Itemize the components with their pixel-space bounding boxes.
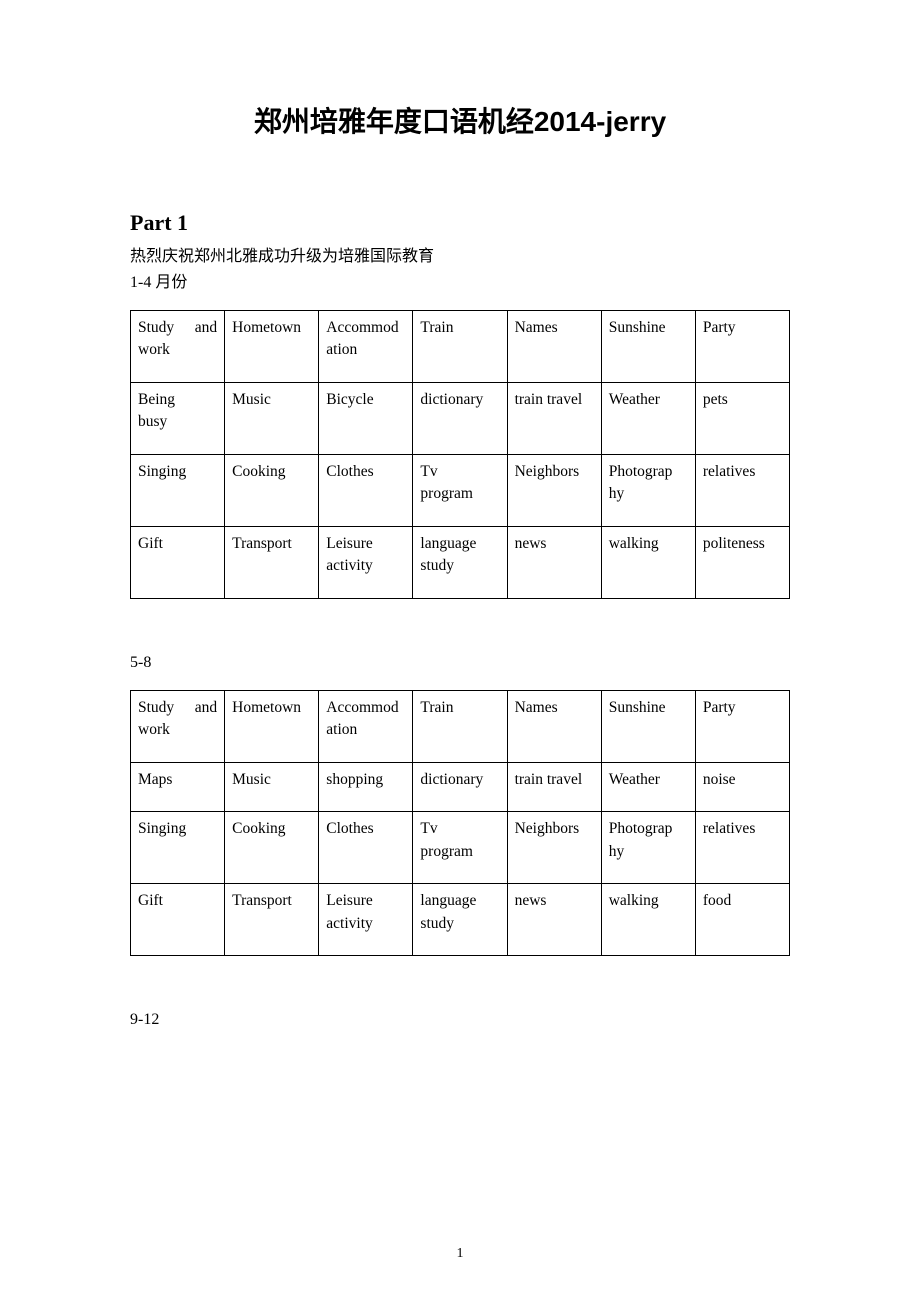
table-cell: train travel [507,382,601,454]
table-cell: Cooking [225,454,319,526]
table-cell: Gift [131,884,225,956]
table-row: Singing Cooking Clothes Tvprogram Neighb… [131,454,790,526]
table-cell: Accommodation [319,311,413,383]
table-cell: Music [225,762,319,811]
table-cell: Beingbusy [131,382,225,454]
page-title: 郑州培雅年度口语机经2014-jerry [130,100,790,140]
table-cell: relatives [695,812,789,884]
topics-table-1: Studyandwork Hometown Accommodation Trai… [130,310,790,599]
table-cell: Accommodation [319,690,413,762]
table-cell: Maps [131,762,225,811]
table-row: Singing Cooking Clothes Tvprogram Neighb… [131,812,790,884]
period-label-1: 1-4 月份 [130,268,790,292]
table-cell: Gift [131,526,225,598]
table-cell: Music [225,382,319,454]
table-cell: noise [695,762,789,811]
table-cell: languagestudy [413,884,507,956]
table-cell: Studyandwork [131,311,225,383]
table-row: Gift Transport Leisureactivity languages… [131,526,790,598]
table-cell: walking [601,526,695,598]
topics-table-2: Studyandwork Hometown Accommodation Trai… [130,690,790,956]
table-cell: Bicycle [319,382,413,454]
table-row: Studyandwork Hometown Accommodation Trai… [131,311,790,383]
table-cell: politeness [695,526,789,598]
table-cell: Names [507,690,601,762]
table-cell: Clothes [319,454,413,526]
table-cell: Names [507,311,601,383]
table-cell: relatives [695,454,789,526]
table-cell: food [695,884,789,956]
table-cell: Sunshine [601,311,695,383]
table-cell: news [507,526,601,598]
page-number: 1 [0,1246,920,1262]
table-cell: Sunshine [601,690,695,762]
document-page: 郑州培雅年度口语机经2014-jerry Part 1 热烈庆祝郑州北雅成功升级… [0,0,920,1302]
table-cell: Neighbors [507,812,601,884]
table-cell: dictionary [413,382,507,454]
period-label-3: 9-12 [130,1011,790,1029]
table-cell: Leisureactivity [319,526,413,598]
table-cell: Photography [601,812,695,884]
table-cell: Transport [225,526,319,598]
table-row: Gift Transport Leisureactivity languages… [131,884,790,956]
section-heading: Part 1 [130,210,790,236]
table-cell: dictionary [413,762,507,811]
table-cell: train travel [507,762,601,811]
table-cell: Singing [131,454,225,526]
table-cell: Neighbors [507,454,601,526]
table-cell: Transport [225,884,319,956]
table-cell: Studyandwork [131,690,225,762]
table-cell: Train [413,311,507,383]
table-cell: pets [695,382,789,454]
table-cell: Clothes [319,812,413,884]
table-cell: Train [413,690,507,762]
table-cell: shopping [319,762,413,811]
table-cell: Photography [601,454,695,526]
table-cell: Hometown [225,311,319,383]
table-cell: Party [695,311,789,383]
table-row: Maps Music shopping dictionary train tra… [131,762,790,811]
table-cell: Party [695,690,789,762]
table-cell: Singing [131,812,225,884]
table-cell: languagestudy [413,526,507,598]
table-cell: Weather [601,382,695,454]
table-cell: Tvprogram [413,454,507,526]
table-row: Beingbusy Music Bicycle dictionary train… [131,382,790,454]
table-cell: Weather [601,762,695,811]
table-cell: Tvprogram [413,812,507,884]
section-subtitle: 热烈庆祝郑州北雅成功升级为培雅国际教育 [130,242,790,266]
table-cell: news [507,884,601,956]
table-cell: Hometown [225,690,319,762]
table-cell: walking [601,884,695,956]
period-label-2: 5-8 [130,654,790,672]
table-row: Studyandwork Hometown Accommodation Trai… [131,690,790,762]
table-cell: Cooking [225,812,319,884]
table-cell: Leisureactivity [319,884,413,956]
